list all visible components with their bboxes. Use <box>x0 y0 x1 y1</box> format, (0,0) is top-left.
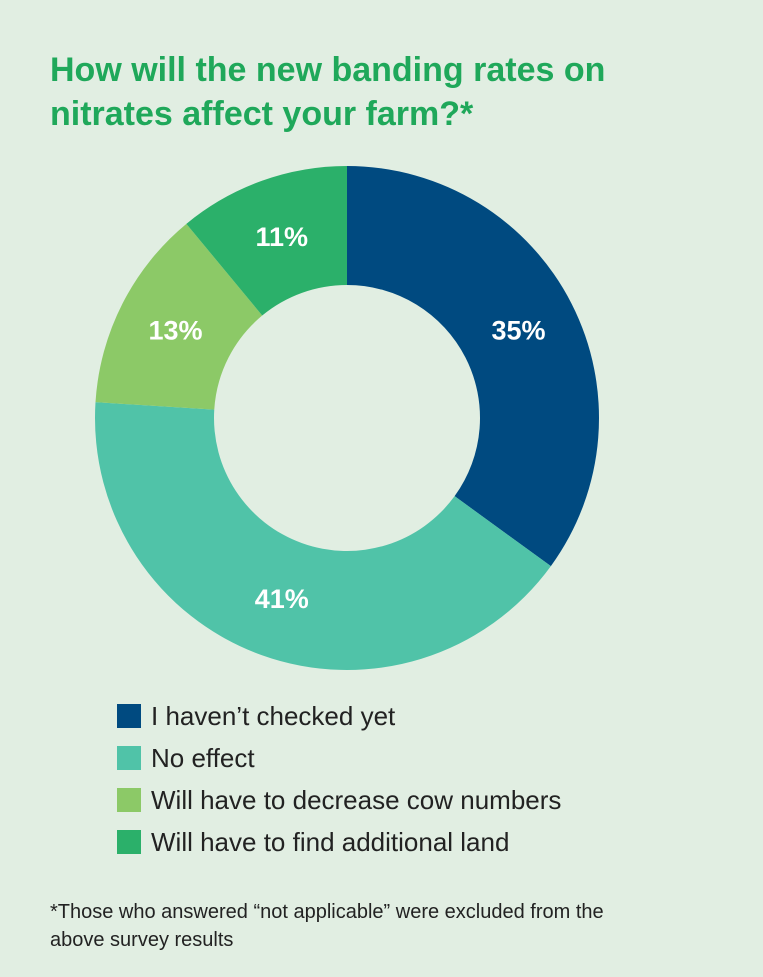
chart-title-line-1: How will the new banding rates on <box>50 51 606 89</box>
slice-value-label: 41% <box>255 584 309 614</box>
chart-title-line-2: nitrates affect your farm?* <box>50 95 474 133</box>
donut-slice <box>347 166 599 567</box>
legend-label: Will have to decrease cow numbers <box>151 784 562 815</box>
footnote: *Those who answered “not applicable” wer… <box>50 898 730 954</box>
slice-value-label: 13% <box>148 316 202 346</box>
legend-swatch <box>117 788 141 812</box>
legend-swatch <box>117 704 141 728</box>
legend-item: I haven’t checked yet <box>117 695 561 737</box>
legend-item: No effect <box>117 737 561 779</box>
legend-item: Will have to find additional land <box>117 821 561 863</box>
donut-chart: 35% 41% 13% 11% <box>94 166 599 671</box>
legend-label: No effect <box>151 742 255 773</box>
legend-item: Will have to decrease cow numbers <box>117 779 561 821</box>
donut-value-labels: 35% 41% 13% 11% <box>148 222 545 614</box>
donut-slices <box>94 166 599 671</box>
chart-title: How will the new banding rates on nitrat… <box>50 48 730 136</box>
legend-swatch <box>117 830 141 854</box>
chart-legend: I haven’t checked yet No effect Will hav… <box>117 695 561 863</box>
legend-label: Will have to find additional land <box>151 826 510 857</box>
legend-swatch <box>117 746 141 770</box>
legend-label: I haven’t checked yet <box>151 700 396 731</box>
slice-value-label: 11% <box>256 222 309 252</box>
donut-slice <box>95 223 263 410</box>
slice-value-label: 35% <box>491 316 545 346</box>
footnote-line-2: above survey results <box>50 929 234 951</box>
donut-slice <box>94 402 551 671</box>
donut-slice <box>186 166 347 316</box>
footnote-line-1: *Those who answered “not applicable” wer… <box>50 901 604 923</box>
